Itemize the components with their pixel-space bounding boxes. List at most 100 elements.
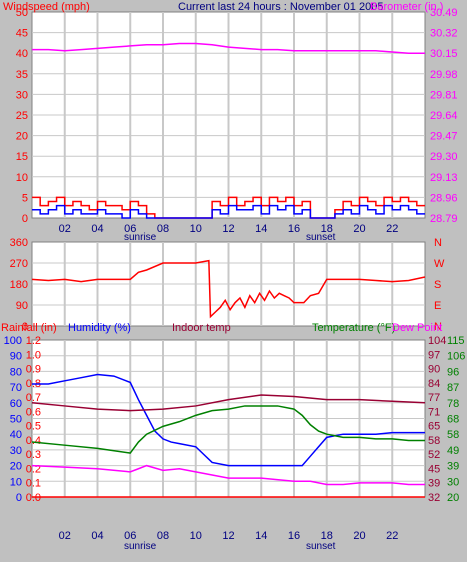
humidity-line xyxy=(32,373,425,467)
temperature-tick: 77 xyxy=(428,392,440,404)
x-tick-label: 14 xyxy=(255,530,267,542)
direction-grid xyxy=(32,242,425,326)
barometer-tick: 30.15 xyxy=(430,48,458,60)
temperature-tick: 45 xyxy=(428,463,440,475)
x-tick-label: 10 xyxy=(190,223,202,235)
direction-compass-tick: N xyxy=(434,321,442,333)
humidity-tick: 60 xyxy=(10,398,22,410)
windspeed-tick: 25 xyxy=(16,110,28,122)
barometer-tick: 30.32 xyxy=(430,28,458,40)
humidity-tick: 30 xyxy=(10,445,22,457)
wind-grid xyxy=(32,12,425,218)
rainfall-tick: 0.6 xyxy=(26,406,41,418)
windspeed-tick: 5 xyxy=(22,192,28,204)
x-tick-label: 06 xyxy=(124,530,136,542)
dewpoint-tick: 96 xyxy=(447,366,459,378)
dewpoint-tick: 68 xyxy=(447,414,459,426)
rainfall-axis-label: Rainfall (in) xyxy=(1,322,57,334)
barometer-axis-label: Barometer (in.) xyxy=(370,1,443,13)
barometer-tick: 29.13 xyxy=(430,172,458,184)
temperature-tick: 39 xyxy=(428,478,440,490)
temperature-tick: 58 xyxy=(428,435,440,447)
humidity-tick: 80 xyxy=(10,366,22,378)
x-tick-label: 06 xyxy=(124,223,136,235)
x-tick-label: 18 xyxy=(321,223,333,235)
x-tick-label: 10 xyxy=(190,530,202,542)
humidity-tick: 10 xyxy=(10,476,22,488)
direction-degree-tick: 90 xyxy=(16,300,28,312)
windspeed-tick: 30 xyxy=(16,89,28,101)
sunset-label-3: sunset xyxy=(306,541,336,552)
temperature-line xyxy=(31,405,425,454)
direction-degree-tick: 270 xyxy=(10,258,28,270)
x-tick-label: 12 xyxy=(222,530,234,542)
rainfall-tick: 0.1 xyxy=(26,478,41,490)
windspeed-tick: 35 xyxy=(16,69,28,81)
temperature-tick: 71 xyxy=(428,406,440,418)
sunrise-label-1: sunrise xyxy=(124,232,157,243)
temperature-tick: 32 xyxy=(428,492,440,504)
wind_direction-line xyxy=(31,259,426,319)
windspeed-tick: 10 xyxy=(16,172,28,184)
temp-x-tick-labels: 02 04 06 08 10 12 14 16 18 20 22 xyxy=(59,530,399,542)
x-tick-label: 20 xyxy=(353,223,365,235)
windspeed-tick: 20 xyxy=(16,131,28,143)
windspeed-axis-label: Windspeed (mph) xyxy=(3,1,90,13)
x-tick-label: 18 xyxy=(321,530,333,542)
barometer-tick: 29.98 xyxy=(430,69,458,81)
direction-degree-tick: 360 xyxy=(10,237,28,249)
sunrise-label-3: sunrise xyxy=(124,541,157,552)
x-tick-label: 08 xyxy=(157,223,169,235)
rainfall-tick: 1.0 xyxy=(26,349,41,361)
windspeed-tick: 45 xyxy=(16,28,28,40)
temp-grid xyxy=(32,340,425,497)
x-tick-label: 12 xyxy=(222,223,234,235)
temperature-tick: 84 xyxy=(428,378,440,390)
windspeed-tick: 15 xyxy=(16,151,28,163)
barometer-tick: 30.49 xyxy=(430,7,458,19)
wind-series xyxy=(32,42,425,219)
temperature-tick: 52 xyxy=(428,449,440,461)
temperature-tick: 65 xyxy=(428,421,440,433)
barometer-tick: 28.79 xyxy=(430,213,458,225)
x-tick-label: 02 xyxy=(59,223,71,235)
dewpoint-tick: 30 xyxy=(447,476,459,488)
windspeed-tick: 0 xyxy=(22,213,28,225)
dewpoint-axis-label: Dew Point xyxy=(392,322,442,334)
temp-tick-labels: 10090807060504030201001.21.00.90.80.70.6… xyxy=(4,335,466,504)
temperature-tick: 97 xyxy=(428,349,440,361)
rainfall-tick: 0.4 xyxy=(26,435,41,447)
dewpoint-tick: 49 xyxy=(447,445,459,457)
humidity-tick: 100 xyxy=(4,335,22,347)
x-tick-label: 14 xyxy=(255,223,267,235)
direction-compass-tick: W xyxy=(434,258,445,270)
rainfall-tick: 0.5 xyxy=(26,421,41,433)
windspeed-tick: 40 xyxy=(16,48,28,60)
direction-series xyxy=(31,259,426,319)
barometer-tick: 29.64 xyxy=(430,110,458,122)
direction-degree-tick: 0 xyxy=(22,321,28,333)
x-tick-label: 08 xyxy=(157,530,169,542)
indoor-temp-label: Indoor temp xyxy=(172,322,231,334)
dewpoint-tick: 115 xyxy=(447,335,465,347)
direction-compass-tick: N xyxy=(434,237,442,249)
direction-compass-tick: E xyxy=(434,300,441,312)
dewpoint-tick: 58 xyxy=(447,429,459,441)
humidity-tick: 40 xyxy=(10,429,22,441)
windspeed-tick: 50 xyxy=(16,7,28,19)
temperature-tick: 90 xyxy=(428,364,440,376)
barometer-tick: 29.30 xyxy=(430,151,458,163)
chart-title: Current last 24 hours : November 01 2005 xyxy=(178,1,383,13)
temperature-axis-label: Temperature (°F) xyxy=(312,322,395,334)
x-tick-label: 16 xyxy=(288,223,300,235)
dewpoint-tick: 106 xyxy=(447,351,465,363)
dewpoint-tick: 87 xyxy=(447,382,459,394)
temperature-tick: 104 xyxy=(428,335,446,347)
humidity-tick: 20 xyxy=(10,461,22,473)
x-tick-label: 22 xyxy=(386,223,398,235)
barometer-tick: 28.96 xyxy=(430,192,458,204)
x-tick-label: 04 xyxy=(91,530,103,542)
humidity-tick: 70 xyxy=(10,382,22,394)
